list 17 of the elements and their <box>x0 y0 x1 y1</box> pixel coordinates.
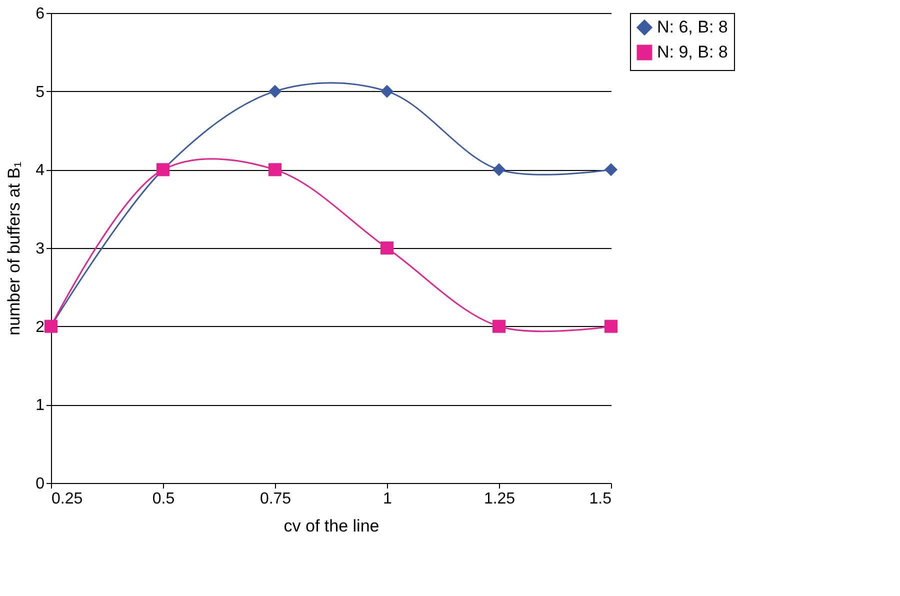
y-tick-label: 4 <box>36 162 45 180</box>
y-tick-label: 5 <box>36 84 45 101</box>
y-tick-label: 1 <box>36 397 45 414</box>
x-tick-label: 1.25 <box>484 490 516 508</box>
x-tick-label: 1 <box>383 490 392 508</box>
y-tick-label: 3 <box>36 240 45 258</box>
legend-label: N: 6, B: 8 <box>657 18 728 36</box>
x-axis-title: cv of the line <box>284 516 380 536</box>
y-tick-label: 0 <box>36 476 45 492</box>
x-tick-label: 0.5 <box>152 490 175 508</box>
x-tick-label: 0.75 <box>260 490 292 508</box>
x-tick-label: 0.25 <box>52 490 83 508</box>
y-tick-label: 6 <box>36 6 45 22</box>
legend-label: N: 9, B: 8 <box>657 42 728 62</box>
x-tick-label: 1.5 <box>589 490 612 508</box>
y-tick-label: 2 <box>36 318 45 336</box>
y-axis-title: number of buffers at B₁ <box>4 161 24 336</box>
